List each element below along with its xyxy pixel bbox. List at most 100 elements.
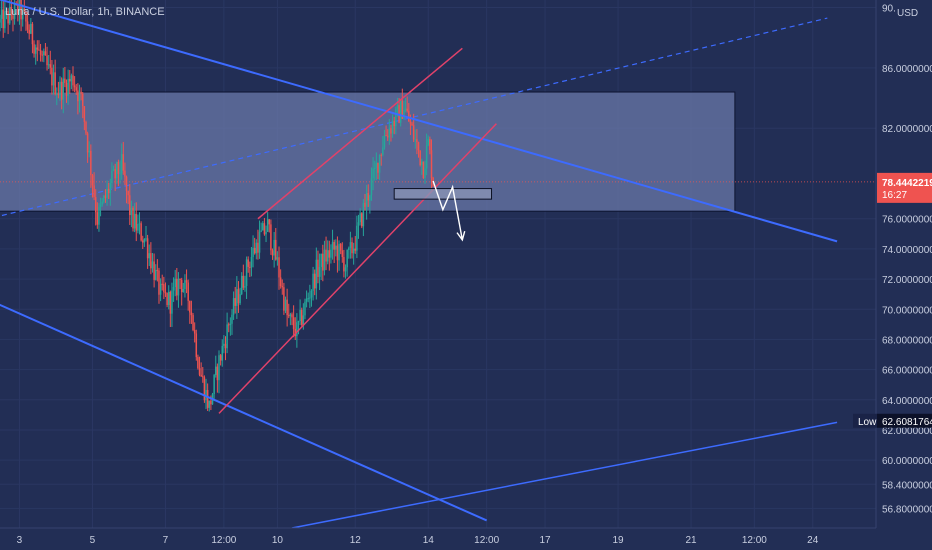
candle-body xyxy=(189,300,191,313)
candle-body xyxy=(416,139,418,143)
candle-body xyxy=(422,161,425,178)
candle-body xyxy=(232,298,235,315)
candle-body xyxy=(237,289,240,304)
candles-layer xyxy=(0,0,434,412)
candle-body xyxy=(156,269,159,271)
candle-body xyxy=(335,245,337,250)
candle-body xyxy=(279,277,282,287)
dashed-trend-line xyxy=(0,17,828,217)
candle-body xyxy=(351,242,353,254)
candle-body xyxy=(96,212,99,225)
projection-path xyxy=(432,180,464,240)
candle-body xyxy=(257,242,259,253)
price-tick-label: 70.0000000 xyxy=(882,305,932,316)
price-tick-label: 60.0000000 xyxy=(882,456,932,467)
candle-body xyxy=(176,278,178,296)
candle-body xyxy=(106,188,108,198)
candle-body xyxy=(412,125,415,140)
candle-body xyxy=(313,273,316,289)
time-axis[interactable] xyxy=(0,527,932,550)
candle-body xyxy=(80,91,82,94)
rising-channel-upper xyxy=(257,47,463,220)
price-axis[interactable] xyxy=(875,0,932,528)
candle-body xyxy=(252,247,254,258)
candle-body xyxy=(185,280,188,283)
candle-body xyxy=(357,222,360,226)
candle-body xyxy=(300,309,303,325)
candle-body xyxy=(260,230,262,232)
candle-body xyxy=(344,267,347,272)
candle-body xyxy=(31,23,34,45)
candle-body xyxy=(421,161,423,166)
candle-body xyxy=(289,314,292,317)
candle-body xyxy=(164,292,167,294)
candle-body xyxy=(250,257,253,268)
low-value-tag xyxy=(877,413,932,428)
candle-body xyxy=(33,44,35,54)
candle-body xyxy=(414,139,417,141)
candle-body xyxy=(146,238,149,259)
candle-body xyxy=(424,168,426,178)
time-tick-label: 19 xyxy=(613,535,625,546)
candle-body xyxy=(57,93,60,96)
candle-body xyxy=(356,225,358,251)
price-axis-background xyxy=(876,0,932,528)
candle-body xyxy=(93,185,95,198)
candle-body xyxy=(249,266,251,268)
axis-labels-layer: 90. 86.0000000 82.0000000 76.0000000 74.0000… xyxy=(17,4,932,546)
drawings-front-layer xyxy=(0,0,838,529)
time-axis-background xyxy=(0,528,932,550)
candle-body xyxy=(401,100,404,119)
candle-body xyxy=(341,250,344,258)
candle-body xyxy=(72,75,74,86)
candle-body xyxy=(7,11,9,24)
candle-body xyxy=(142,240,144,243)
price-tick-label: 58.4000000 xyxy=(882,480,932,491)
candle-body xyxy=(54,72,56,95)
candle-body xyxy=(373,167,376,169)
candle-body xyxy=(150,253,152,269)
price-tick-label: 68.0000000 xyxy=(882,335,932,346)
candle-body xyxy=(101,201,103,205)
candle-body xyxy=(253,247,256,254)
candle-body xyxy=(208,400,211,408)
candle-body xyxy=(286,299,288,316)
candle-body xyxy=(103,195,105,202)
candle-body xyxy=(425,145,428,169)
time-tick-label: 12:00 xyxy=(211,535,236,546)
candle-body xyxy=(56,93,58,95)
candle-body xyxy=(127,190,129,196)
candle-body xyxy=(406,108,408,112)
candle-body xyxy=(364,202,366,207)
time-tick-label: 5 xyxy=(90,535,96,546)
candle-body xyxy=(145,238,147,240)
candle-body xyxy=(284,299,287,311)
candle-body xyxy=(258,231,261,253)
candle-body xyxy=(294,328,296,337)
candle-body xyxy=(163,284,165,293)
low-value: 62.6081764 xyxy=(882,417,932,428)
candle-body xyxy=(409,121,412,124)
candle-body xyxy=(352,248,355,254)
candle-body xyxy=(213,375,215,394)
candle-body xyxy=(378,154,381,173)
candle-body xyxy=(148,253,150,259)
time-tick-label: 12 xyxy=(350,535,362,546)
candle-body xyxy=(411,123,413,126)
candle-body xyxy=(395,108,397,127)
candle-body xyxy=(296,322,298,337)
candle-body xyxy=(234,298,236,306)
candle-body xyxy=(8,6,11,24)
candle-body xyxy=(125,176,128,191)
bottom-support-line xyxy=(291,421,838,529)
candle-body xyxy=(312,273,314,291)
candle-body xyxy=(25,11,27,22)
candle-body xyxy=(52,72,55,86)
candle-body xyxy=(370,178,373,196)
current-price-value: 78.4442219 xyxy=(882,178,932,189)
candle-body xyxy=(85,121,87,134)
candle-body xyxy=(133,213,136,229)
candle-body xyxy=(275,239,277,260)
